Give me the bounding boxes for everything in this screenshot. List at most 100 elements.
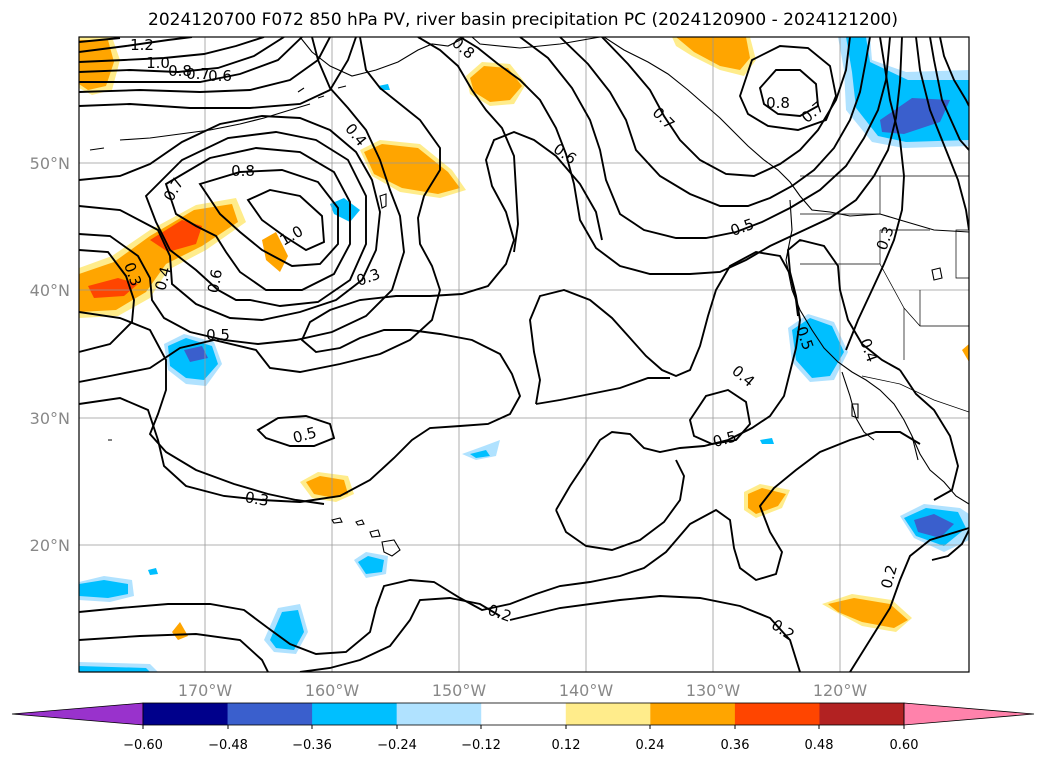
contour-line <box>299 597 501 672</box>
contour-line <box>79 37 285 73</box>
colorbar-tick-label: −0.60 <box>123 738 163 753</box>
contour-line <box>535 377 670 405</box>
latitude-labels: 50°N 40°N 30°N 20°N <box>30 154 70 555</box>
colorbar-segment <box>312 703 398 725</box>
precip-positive-area <box>150 220 202 252</box>
contour-line <box>509 595 801 672</box>
lat-label: 20°N <box>30 536 70 555</box>
contour-line <box>164 147 351 291</box>
us-state-borders <box>800 176 969 360</box>
colorbar-tick-label: −0.48 <box>208 738 248 753</box>
contour-line <box>79 37 357 109</box>
precip-positive-area <box>748 488 786 514</box>
contour-line <box>79 37 193 53</box>
contour-line <box>899 369 959 501</box>
precip-shading <box>79 37 969 672</box>
precip-positive-area <box>470 66 522 102</box>
map-frame <box>78 36 970 673</box>
contour-label: 0.8 <box>766 94 790 112</box>
colorbar-extend-low <box>11 702 144 726</box>
contour-line <box>144 131 367 307</box>
contour-label: 0.3 <box>244 488 271 510</box>
colorbar-tick-label: 0.60 <box>890 738 919 753</box>
contour-line <box>246 189 325 252</box>
map-title: 2024120700 F072 850 hPa PV, river basin … <box>148 10 898 30</box>
colorbar-tick-label: 0.48 <box>805 738 834 753</box>
lon-label: 120°W <box>813 681 868 700</box>
colorbar-frame <box>142 702 905 726</box>
lat-label: 50°N <box>30 154 70 173</box>
colorbar-tick-label: −0.24 <box>377 738 417 753</box>
contour-line <box>79 311 325 505</box>
contour-line <box>79 130 603 503</box>
colorbar-tick-label: 0.24 <box>636 738 665 753</box>
lon-label: 170°W <box>178 681 233 700</box>
contour-line <box>915 37 969 231</box>
contour-line <box>529 251 799 405</box>
contour-label: 0.5 <box>291 423 319 447</box>
contour-label: 0.8 <box>168 62 192 80</box>
precip-positive-area <box>79 40 114 90</box>
contour-label: 1.0 <box>146 54 170 72</box>
lon-label: 150°W <box>432 681 487 700</box>
precip-negative-area <box>184 346 208 362</box>
contour-line <box>459 37 903 275</box>
contour-line <box>849 527 969 672</box>
colorbar-segment <box>565 703 651 725</box>
colorbar-segment <box>481 703 567 725</box>
precip-positive-area <box>306 476 348 498</box>
colorbar-extend-high <box>903 702 1035 726</box>
contour-line <box>939 37 969 107</box>
precip-negative-area <box>914 514 954 538</box>
graticule <box>79 37 969 672</box>
precip-positive-area <box>364 144 460 194</box>
contour-line <box>79 633 269 672</box>
hawaii-islands <box>108 439 401 557</box>
precip-negative-area <box>79 666 150 672</box>
contour-line <box>79 37 441 383</box>
colorbar-tick-label: −0.12 <box>461 738 501 753</box>
lon-label: 140°W <box>559 681 614 700</box>
contour-line <box>198 169 339 267</box>
colorbar-segment <box>143 703 229 725</box>
colorbar-segment <box>227 703 313 725</box>
precip-negative-area <box>470 450 490 458</box>
contour-line <box>79 431 921 655</box>
contour-label: 0.4 <box>151 265 175 293</box>
contour-line <box>519 37 891 239</box>
aleutian-islands <box>89 85 347 151</box>
contour-line <box>601 37 851 177</box>
lat-label: 40°N <box>30 281 70 300</box>
political-borders <box>800 175 969 413</box>
precip-positive-area <box>262 232 288 272</box>
contour-label: 0.5 <box>206 326 230 344</box>
precip-negative-area <box>148 568 158 575</box>
contour-line <box>256 415 336 447</box>
pv-contours <box>79 37 969 672</box>
contour-label: 1.2 <box>130 36 154 54</box>
precip-negative-area <box>270 610 304 650</box>
mexico-border <box>861 375 969 413</box>
lon-label: 160°W <box>305 681 360 700</box>
precip-positive-area <box>828 598 908 628</box>
colorbar-segment <box>396 703 482 725</box>
contour-line <box>688 388 752 445</box>
precip-negative-area <box>330 198 360 222</box>
contour-line <box>79 37 121 43</box>
precip-negative-area <box>358 556 384 574</box>
contour-line <box>555 459 685 551</box>
contour-line <box>79 115 381 321</box>
lon-label: 130°W <box>686 681 741 700</box>
contour-label: 0.6 <box>208 67 232 85</box>
precip-positive-area <box>88 278 138 298</box>
contour-label: 0.8 <box>231 162 255 180</box>
contour-line <box>845 37 905 351</box>
contour-label: 0.7 <box>186 65 210 83</box>
contour-line <box>79 249 135 353</box>
contour-label: 0.6 <box>204 268 226 295</box>
contour-label: 0.5 <box>711 427 739 451</box>
colorbar-segment <box>650 703 736 725</box>
colorbar-segment <box>819 703 905 725</box>
contour-line <box>559 37 871 207</box>
longitude-labels: 170°W 160°W 150°W 140°W 130°W 120°W <box>178 681 868 700</box>
